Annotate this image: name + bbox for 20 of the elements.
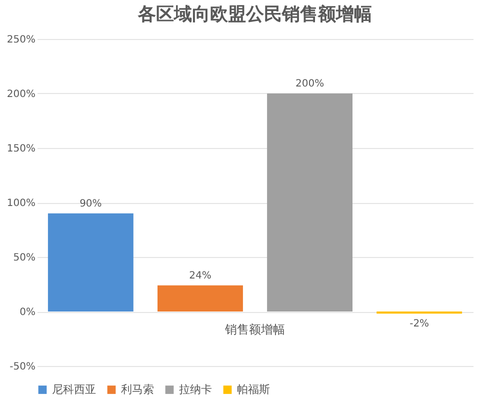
- data-label: 24%: [189, 270, 212, 282]
- bar: [48, 213, 134, 312]
- y-tick-label: -50%: [10, 362, 36, 372]
- y-tick-label: 200%: [6, 89, 36, 100]
- bar: [158, 285, 243, 312]
- y-tick-label: 50%: [13, 252, 36, 264]
- x-tick-label: 销售额增幅: [224, 322, 285, 336]
- data-label: -2%: [410, 318, 430, 330]
- legend-label: 帕福斯: [237, 382, 270, 396]
- bar: [267, 94, 352, 312]
- legend-label: 尼科西亚: [52, 382, 96, 396]
- legend-label: 利马索: [121, 382, 154, 396]
- y-tick-label: 250%: [6, 34, 36, 46]
- data-label: 90%: [80, 198, 102, 210]
- chart-title: 各区域向欧盟公民销售额增幅: [137, 4, 372, 25]
- y-tick-label: 0%: [20, 307, 36, 318]
- data-label: 200%: [295, 78, 324, 90]
- y-tick-label: 100%: [6, 198, 36, 209]
- legend-label: 拉纳卡: [179, 382, 212, 396]
- y-tick-label: 150%: [6, 144, 36, 154]
